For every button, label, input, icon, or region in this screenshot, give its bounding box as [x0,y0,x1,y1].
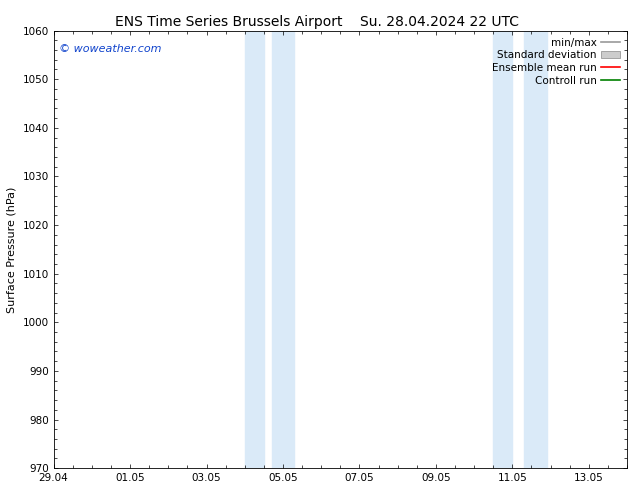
Bar [245,30,264,468]
Text: © woweather.com: © woweather.com [60,44,162,54]
Bar [493,30,512,468]
Text: ENS Time Series Brussels Airport    Su. 28.04.2024 22 UTC: ENS Time Series Brussels Airport Su. 28.… [115,15,519,29]
Y-axis label: Surface Pressure (hPa): Surface Pressure (hPa) [7,186,17,313]
Bar [271,30,294,468]
Bar [524,30,547,468]
Legend: min/max, Standard deviation, Ensemble mean run, Controll run: min/max, Standard deviation, Ensemble me… [490,36,622,88]
